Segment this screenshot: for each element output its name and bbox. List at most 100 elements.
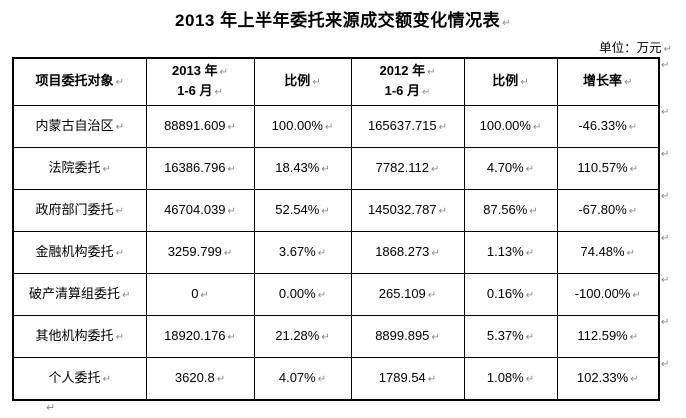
paragraph-mark-icon: ↵ xyxy=(102,373,111,385)
header-project-object: 项目委托对象 ↵ xyxy=(12,57,147,106)
cell-text: 政府部门委托 xyxy=(35,201,114,217)
paragraph-mark-icon: ↵ xyxy=(430,163,440,175)
paragraph-mark-icon: ↵ xyxy=(629,331,639,343)
cell-text: 88891.609 xyxy=(164,117,226,133)
paragraph-mark-icon: ↵ xyxy=(227,121,236,133)
paragraph-mark-icon: ↵ xyxy=(632,289,641,301)
cell-project-object: 法院委托 ↵ xyxy=(12,147,147,190)
cell-2013-ratio: 18.43% ↵ xyxy=(253,147,352,190)
row-end-mark-icon: ↵ xyxy=(661,359,670,370)
row-end-mark-icon: ↵ xyxy=(661,233,670,244)
cell-text: 52.54% xyxy=(275,201,320,217)
row-end-mark-icon: ↵ xyxy=(661,191,670,202)
paragraph-mark-icon: ↵ xyxy=(630,373,639,385)
paragraph-mark-icon: ↵ xyxy=(317,373,327,385)
cell-text: 74.48% xyxy=(580,243,625,259)
cell-text: 3259.799 xyxy=(167,243,222,259)
cell-text: 其他机构委托 xyxy=(35,327,114,343)
cell-text: 265.109 xyxy=(378,285,426,301)
cell-2013-amount: 18920.176 ↵ xyxy=(145,315,255,358)
cell-2013-amount: 3259.799 ↵ xyxy=(145,231,255,274)
cell-2012-ratio: 1.08% ↵ xyxy=(463,357,558,401)
cell-2012-ratio: 4.70% ↵ xyxy=(463,147,558,190)
cell-2013-ratio: 21.28% ↵ xyxy=(253,315,352,358)
header-2012-period: 2012 年 ↵ 1-6 月 ↵ xyxy=(350,57,465,106)
paragraph-mark-icon: ↵ xyxy=(624,77,633,88)
cell-text: 165637.715 xyxy=(367,117,437,133)
cell-2012-ratio: 0.16% ↵ xyxy=(463,273,558,316)
cell-2012-amount: 8899.895 ↵ xyxy=(350,315,465,358)
title-text: 2013 年上半年委托来源成交额变化情况表 xyxy=(175,11,501,30)
paragraph-mark-icon: ↵ xyxy=(200,289,209,301)
header-text: 比例 xyxy=(492,73,519,88)
table-row: 个人委托 ↵ 3620.8 ↵ 4.07% ↵ 1789.54 ↵ 1.08% ↵ 102.33% ↵ xyxy=(12,357,660,401)
cell-2013-amount: 46704.039 ↵ xyxy=(145,189,255,232)
paragraph-mark-icon: ↵ xyxy=(115,205,124,217)
paragraph-mark-icon: ↵ xyxy=(122,289,131,301)
row-end-mark-icon: ↵ xyxy=(661,275,670,286)
cell-growth-rate: 74.48% ↵ xyxy=(556,231,660,274)
header-text: 比例 xyxy=(284,73,311,88)
paragraph-mark-icon: ↵ xyxy=(223,247,233,259)
cell-text: 7782.112 xyxy=(375,159,429,175)
paragraph-mark-icon: ↵ xyxy=(427,373,437,385)
paragraph-mark-icon: ↵ xyxy=(324,121,334,133)
cell-2012-amount: 1789.54 ↵ xyxy=(350,357,465,401)
paragraph-mark-icon: ↵ xyxy=(525,163,535,175)
cell-2013-amount: 16386.796 ↵ xyxy=(145,147,255,190)
paragraph-mark-icon: ↵ xyxy=(529,205,538,217)
cell-text: 内蒙古自治区 xyxy=(35,117,114,133)
header-2013-period: 2013 年 ↵ 1-6 月 ↵ xyxy=(145,57,255,106)
cell-text: 145032.787 xyxy=(367,201,437,217)
unit-label: 单位：万元 ↵ xyxy=(599,37,672,56)
table-row: 其他机构委托 ↵ 18920.176 ↵ 21.28% ↵ 8899.895 ↵ 5.37% ↵ 1… xyxy=(12,315,660,358)
cell-growth-rate: 102.33% ↵ xyxy=(556,357,660,401)
cell-2013-ratio: 4.07% ↵ xyxy=(253,357,352,401)
paragraph-mark-icon: ↵ xyxy=(663,44,672,55)
cell-project-object: 政府部门委托 ↵ xyxy=(12,189,147,232)
paragraph-mark-icon: ↵ xyxy=(438,121,448,133)
header-text: 增长率 xyxy=(583,73,623,88)
cell-growth-rate: -67.80% ↵ xyxy=(556,189,660,232)
cell-text: 3620.8 xyxy=(174,369,215,385)
row-end-mark-icon: ↵ xyxy=(661,149,670,160)
cell-text: 110.57% xyxy=(577,159,628,175)
paragraph-mark-icon: ↵ xyxy=(115,247,124,259)
cell-2012-ratio: 100.00% ↵ xyxy=(463,105,558,148)
paragraph-mark-icon: ↵ xyxy=(427,67,436,78)
paragraph-mark-icon: ↵ xyxy=(502,18,511,29)
cell-text: -67.80% xyxy=(578,201,627,217)
row-end-mark-icon: ↵ xyxy=(661,317,670,328)
unit-text: 单位：万元 xyxy=(599,41,662,55)
cell-2012-ratio: 5.37% ↵ xyxy=(463,315,558,358)
paragraph-mark-icon: ↵ xyxy=(525,289,535,301)
paragraph-mark-icon: ↵ xyxy=(438,205,448,217)
cell-project-object: 金融机构委托 ↵ xyxy=(12,231,147,274)
cell-2012-amount: 165637.715 ↵ xyxy=(350,105,465,148)
paragraph-mark-icon: ↵ xyxy=(321,205,330,217)
cell-growth-rate: -46.33% ↵ xyxy=(556,105,660,148)
paragraph-mark-icon: ↵ xyxy=(115,331,124,343)
paragraph-mark-icon: ↵ xyxy=(628,121,638,133)
cell-text: 16386.796 xyxy=(164,159,226,175)
header-ratio-2013: 比例 ↵ xyxy=(253,57,352,106)
cell-2012-ratio: 87.56% ↵ xyxy=(463,189,558,232)
cell-2012-amount: 7782.112 ↵ xyxy=(350,147,465,190)
paragraph-mark-icon: ↵ xyxy=(46,401,56,414)
cell-2013-amount: 88891.609 ↵ xyxy=(145,105,255,148)
cell-text: 87.56% xyxy=(483,201,528,217)
cell-project-object: 个人委托 ↵ xyxy=(12,357,147,401)
paragraph-mark-icon: ↵ xyxy=(317,247,327,259)
table-row: 政府部门委托 ↵ 46704.039 ↵ 52.54% ↵ 145032.787 ↵ 87.56… xyxy=(12,189,660,232)
header-text: 1-6 月 xyxy=(384,83,420,98)
cell-text: 5.37% xyxy=(486,327,524,343)
cell-text: 1868.273 xyxy=(375,243,430,259)
cell-2013-ratio: 0.00% ↵ xyxy=(253,273,352,316)
paragraph-mark-icon: ↵ xyxy=(214,87,223,98)
row-end-marks: ↵ ↵ ↵ ↵ ↵ ↵ ↵ ↵ xyxy=(661,58,669,399)
cell-text: 法院委托 xyxy=(48,159,101,175)
table-row: 法院委托 ↵ 16386.796 ↵ 18.43% ↵ 7782.112 ↵ 4.70% ↵ 110… xyxy=(12,147,660,190)
header-row: 项目委托对象 ↵ 2013 年 ↵ 1-6 月 ↵ 比例 ↵ 2012 年 ↵ 1-6 月 ↵ … xyxy=(12,57,660,106)
paragraph-mark-icon: ↵ xyxy=(431,247,440,259)
paragraph-mark-icon: ↵ xyxy=(525,247,535,259)
